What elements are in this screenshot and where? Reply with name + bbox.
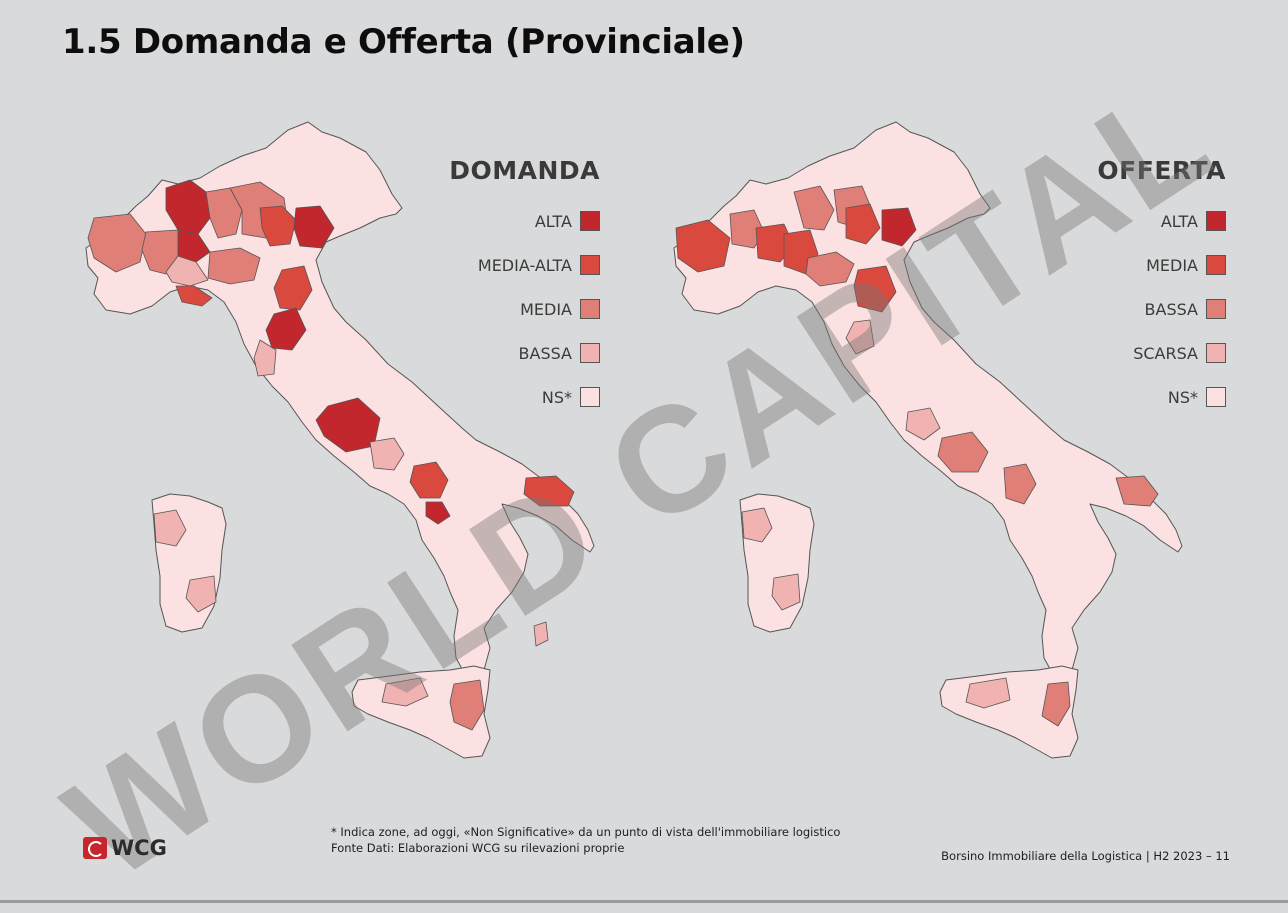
province-region — [805, 251, 855, 287]
province-region — [771, 573, 801, 611]
legend-swatch — [1206, 387, 1226, 407]
province-region — [381, 677, 429, 707]
legend-label: MEDIA — [1146, 255, 1198, 275]
province-regions — [87, 179, 575, 731]
province-region — [881, 207, 917, 247]
province-region — [937, 431, 989, 473]
province-region — [853, 265, 897, 313]
province-region — [449, 679, 485, 731]
legend-item-ns: NS* — [449, 375, 600, 419]
province-region — [845, 203, 881, 245]
legend-label: MEDIA-ALTA — [477, 255, 572, 275]
legend-label: SCARSA — [1133, 343, 1198, 363]
legend-swatch — [1206, 211, 1226, 231]
province-region — [259, 205, 297, 247]
province-region — [533, 621, 549, 647]
wcg-logo-icon — [83, 837, 107, 859]
legend-item-media: MEDIA — [449, 287, 600, 331]
province-region — [253, 339, 277, 377]
footnote: * Indica zone, ad oggi, «Non Significati… — [331, 824, 840, 856]
legend-item-scarsa: SCARSA — [1097, 331, 1226, 375]
province-region — [793, 185, 835, 231]
province-region — [293, 205, 335, 249]
legend-swatch — [1206, 343, 1226, 363]
legend-label: NS* — [1167, 387, 1198, 407]
province-region — [425, 501, 451, 525]
legend-swatch — [580, 299, 600, 319]
legend-label: ALTA — [1160, 211, 1198, 231]
legend-swatch — [1206, 255, 1226, 275]
province-region — [273, 265, 313, 311]
wcg-logo: WCG — [83, 836, 167, 860]
domanda-legend: DOMANDA ALTA MEDIA-ALTA MEDIA BASSA NS* — [449, 156, 600, 419]
province-region — [905, 407, 941, 441]
legend-swatch — [580, 255, 600, 275]
province-region — [1003, 463, 1037, 505]
page-footer: Borsino Immobiliare della Logistica | H2… — [941, 849, 1230, 863]
domanda-legend-title: DOMANDA — [449, 156, 600, 185]
province-region — [87, 213, 147, 273]
province-region — [185, 575, 217, 613]
footnote-ns-note: * Indica zone, ad oggi, «Non Significati… — [331, 825, 841, 839]
province-region — [265, 307, 307, 351]
legend-swatch — [580, 387, 600, 407]
province-region — [315, 397, 381, 453]
province-region — [141, 229, 179, 275]
province-region — [1115, 475, 1159, 507]
legend-label: BASSA — [1144, 299, 1198, 319]
province-region — [523, 475, 575, 507]
province-region — [741, 507, 773, 543]
province-region — [409, 461, 449, 499]
legend-label: ALTA — [534, 211, 572, 231]
legend-swatch — [580, 343, 600, 363]
legend-item-media-alta: MEDIA-ALTA — [449, 243, 600, 287]
offerta-legend: OFFERTA ALTA MEDIA BASSA SCARSA NS* — [1097, 156, 1226, 419]
province-regions — [675, 185, 1159, 727]
legend-label: NS* — [541, 387, 572, 407]
province-region — [845, 319, 875, 355]
wcg-logo-text: WCG — [111, 836, 167, 860]
legend-item-bassa: BASSA — [449, 331, 600, 375]
offerta-map — [673, 121, 1183, 759]
legend-item-media: MEDIA — [1097, 243, 1226, 287]
offerta-legend-title: OFFERTA — [1097, 156, 1226, 185]
province-region — [369, 437, 405, 471]
legend-label: MEDIA — [520, 299, 572, 319]
footnote-source: Fonte Dati: Elaborazioni WCG su rilevazi… — [331, 841, 625, 855]
legend-swatch — [1206, 299, 1226, 319]
legend-item-alta: ALTA — [449, 199, 600, 243]
province-region — [675, 219, 731, 273]
legend-item-ns: NS* — [1097, 375, 1226, 419]
domanda-map — [85, 121, 595, 759]
legend-swatch — [580, 211, 600, 231]
province-region — [153, 509, 187, 547]
bottom-rule — [0, 900, 1288, 903]
legend-label: BASSA — [518, 343, 572, 363]
legend-item-bassa: BASSA — [1097, 287, 1226, 331]
province-region — [165, 179, 211, 235]
province-region — [175, 285, 213, 307]
province-region — [207, 247, 261, 285]
province-region — [1041, 681, 1071, 727]
page-title: 1.5 Domanda e Offerta (Provinciale) — [62, 22, 745, 62]
legend-item-alta: ALTA — [1097, 199, 1226, 243]
province-region — [965, 677, 1011, 709]
